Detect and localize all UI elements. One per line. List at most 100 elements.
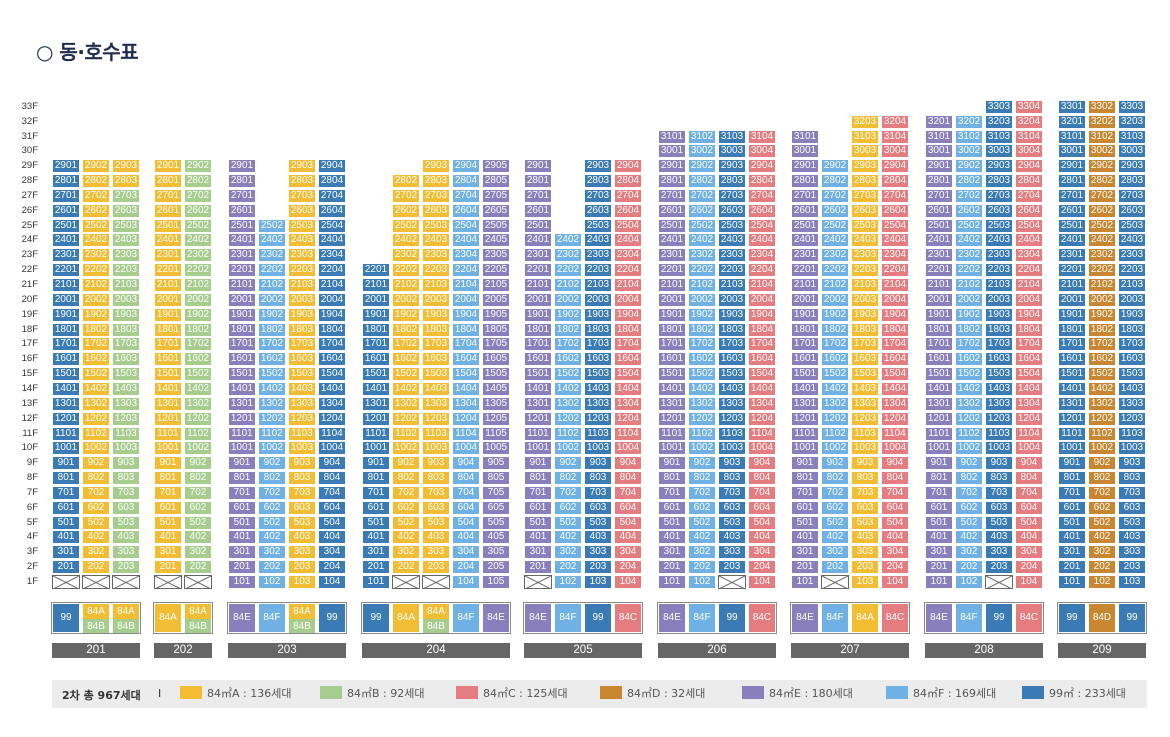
unit-cell[interactable]: 3004	[1015, 144, 1043, 159]
unit-cell[interactable]: 2402	[184, 233, 212, 248]
unit-cell[interactable]: 1702	[184, 337, 212, 352]
unit-cell[interactable]: 2901	[52, 159, 80, 174]
unit-cell[interactable]: 1703	[422, 337, 450, 352]
unit-cell[interactable]: 901	[362, 456, 390, 471]
unit-cell[interactable]: 1702	[955, 337, 983, 352]
unit-cell[interactable]: 204	[318, 560, 346, 575]
unit-cell[interactable]: 203	[851, 560, 879, 575]
unit-cell[interactable]: 2501	[791, 218, 819, 233]
unit-cell[interactable]: 1705	[482, 337, 510, 352]
unit-cell[interactable]: 201	[925, 560, 953, 575]
unit-cell[interactable]: 1201	[524, 411, 552, 426]
unit-cell[interactable]: 602	[258, 500, 286, 515]
unit-cell[interactable]: 401	[362, 530, 390, 545]
unit-cell[interactable]: 403	[718, 530, 746, 545]
unit-cell[interactable]: 2703	[112, 188, 140, 203]
unit-cell[interactable]: 1102	[688, 426, 716, 441]
unit-cell[interactable]: 2603	[1118, 203, 1146, 218]
unit-cell[interactable]: 2904	[881, 159, 909, 174]
unit-cell[interactable]: 1401	[154, 381, 182, 396]
unit-cell[interactable]: 2202	[554, 263, 582, 278]
unit-cell[interactable]: 904	[1015, 456, 1043, 471]
unit-cell[interactable]: 3004	[748, 144, 776, 159]
unit-cell[interactable]: 1003	[422, 441, 450, 456]
unit-cell[interactable]: 1902	[82, 307, 110, 322]
unit-cell[interactable]: 3104	[748, 129, 776, 144]
unit-cell[interactable]: 3003	[985, 144, 1013, 159]
unit-cell[interactable]: 2004	[318, 292, 346, 307]
unit-cell[interactable]: 2001	[925, 292, 953, 307]
unit-cell[interactable]: 401	[154, 530, 182, 545]
unit-cell[interactable]: 203	[112, 560, 140, 575]
unit-cell[interactable]: 1803	[1118, 322, 1146, 337]
unit-cell[interactable]: 1403	[422, 381, 450, 396]
unit-cell[interactable]: 2601	[658, 203, 686, 218]
unit-cell[interactable]: 601	[791, 500, 819, 515]
unit-cell[interactable]: 1603	[584, 352, 612, 367]
unit-cell[interactable]: 1104	[318, 426, 346, 441]
unit-cell[interactable]: 1702	[82, 337, 110, 352]
unit-cell[interactable]: 1704	[452, 337, 480, 352]
unit-cell[interactable]: 3101	[1058, 129, 1086, 144]
unit-cell[interactable]: 202	[82, 560, 110, 575]
unit-cell[interactable]: 1902	[184, 307, 212, 322]
unit-cell[interactable]: 1504	[452, 367, 480, 382]
unit-cell[interactable]: 2103	[112, 278, 140, 292]
unit-cell[interactable]: 2703	[288, 188, 316, 203]
unit-cell[interactable]: 1901	[362, 307, 390, 322]
unit-cell[interactable]: 104	[748, 575, 776, 589]
unit-cell[interactable]: 1103	[288, 426, 316, 441]
unit-cell[interactable]: 704	[452, 485, 480, 500]
unit-cell[interactable]: 2802	[688, 174, 716, 189]
unit-cell[interactable]: 603	[112, 500, 140, 515]
unit-cell[interactable]: 2901	[154, 159, 182, 174]
unit-cell[interactable]: 103	[288, 575, 316, 589]
unit-cell[interactable]: 201	[154, 560, 182, 575]
unit-cell[interactable]: 501	[52, 515, 80, 530]
unit-cell[interactable]: 704	[318, 485, 346, 500]
unit-cell[interactable]: 803	[1118, 471, 1146, 486]
unit-cell[interactable]: 1102	[258, 426, 286, 441]
unit-cell[interactable]: 2004	[748, 292, 776, 307]
unit-cell[interactable]: 702	[392, 485, 420, 500]
unit-cell[interactable]: 904	[748, 456, 776, 471]
unit-cell[interactable]: 2903	[112, 159, 140, 174]
unit-cell[interactable]: 1604	[318, 352, 346, 367]
unit-cell[interactable]: 3002	[688, 144, 716, 159]
unit-cell[interactable]: 1402	[82, 381, 110, 396]
unit-cell[interactable]: 1202	[688, 411, 716, 426]
unit-cell[interactable]: 2503	[985, 218, 1013, 233]
unit-cell[interactable]: 2804	[748, 174, 776, 189]
unit-cell[interactable]: 1001	[154, 441, 182, 456]
unit-cell[interactable]: 1503	[422, 367, 450, 382]
unit-cell[interactable]: 1904	[614, 307, 642, 322]
unit-cell[interactable]: 502	[82, 515, 110, 530]
unit-cell[interactable]: 2802	[82, 174, 110, 189]
unit-cell[interactable]: 502	[821, 515, 849, 530]
unit-cell[interactable]: 1302	[82, 396, 110, 411]
unit-cell[interactable]: 604	[318, 500, 346, 515]
unit-cell[interactable]: 603	[1118, 500, 1146, 515]
unit-cell[interactable]: 901	[52, 456, 80, 471]
unit-cell[interactable]: 2202	[688, 263, 716, 278]
unit-cell[interactable]: 2003	[718, 292, 746, 307]
unit-cell[interactable]: 2203	[584, 263, 612, 278]
unit-cell[interactable]: 1501	[52, 367, 80, 382]
unit-cell[interactable]: 801	[362, 471, 390, 486]
unit-cell[interactable]: 2801	[228, 174, 256, 189]
unit-cell[interactable]: 2402	[955, 233, 983, 248]
unit-cell[interactable]: 504	[318, 515, 346, 530]
unit-cell[interactable]: 2202	[1088, 263, 1116, 278]
unit-cell[interactable]: 1903	[112, 307, 140, 322]
unit-cell[interactable]: 2701	[925, 188, 953, 203]
unit-cell[interactable]: 1101	[925, 426, 953, 441]
unit-cell[interactable]: 2104	[748, 278, 776, 292]
unit-cell[interactable]: 1201	[362, 411, 390, 426]
unit-cell[interactable]: 1304	[318, 396, 346, 411]
unit-cell[interactable]: 601	[362, 500, 390, 515]
unit-cell[interactable]: 1602	[82, 352, 110, 367]
unit-cell[interactable]: 1003	[851, 441, 879, 456]
unit-cell[interactable]: 2601	[925, 203, 953, 218]
unit-cell[interactable]: 303	[851, 545, 879, 560]
unit-cell[interactable]: 1502	[554, 367, 582, 382]
